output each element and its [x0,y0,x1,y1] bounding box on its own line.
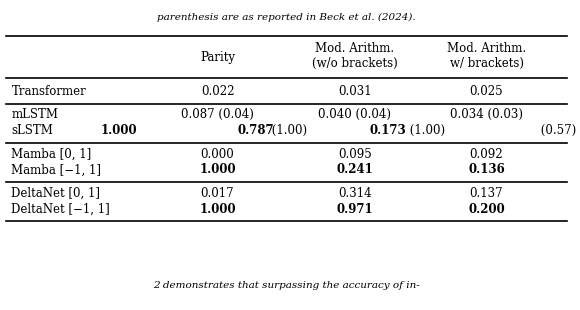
Text: w/ brackets): w/ brackets) [450,57,524,70]
Text: (1.00): (1.00) [269,124,307,137]
Text: 0.040 (0.04): 0.040 (0.04) [318,108,392,121]
Text: Mamba [0, 1]: Mamba [0, 1] [12,148,92,161]
Text: sLSTM: sLSTM [12,124,53,137]
Text: 1.000: 1.000 [199,163,236,176]
Text: 0.137: 0.137 [470,187,503,200]
Text: mLSTM: mLSTM [12,108,59,121]
Text: (0.57): (0.57) [538,124,577,137]
Text: parenthesis are as reported in Beck et al. (2024).: parenthesis are as reported in Beck et a… [157,12,415,22]
Text: 0.200: 0.200 [468,203,505,216]
Text: 0.971: 0.971 [336,203,373,216]
Text: 0.034 (0.03): 0.034 (0.03) [450,108,523,121]
Text: 0.022: 0.022 [201,85,234,98]
Text: DeltaNet [0, 1]: DeltaNet [0, 1] [12,187,100,200]
Text: 2 demonstrates that surpassing the accuracy of in-: 2 demonstrates that surpassing the accur… [153,281,419,290]
Text: (1.00): (1.00) [406,124,445,137]
Text: 0.173: 0.173 [369,124,406,137]
Text: Mamba [−1, 1]: Mamba [−1, 1] [12,163,102,176]
Text: 0.087 (0.04): 0.087 (0.04) [181,108,254,121]
Text: 1.000: 1.000 [100,124,137,137]
Text: DeltaNet [−1, 1]: DeltaNet [−1, 1] [12,203,110,216]
Text: Mod. Arithm.: Mod. Arithm. [316,42,394,55]
Text: 0.025: 0.025 [470,85,503,98]
Text: Transformer: Transformer [12,85,86,98]
Text: 0.092: 0.092 [470,148,503,161]
Text: 0.787: 0.787 [238,124,274,137]
Text: 0.241: 0.241 [336,163,374,176]
Text: 0.017: 0.017 [201,187,234,200]
Text: 0.000: 0.000 [201,148,234,161]
Text: 0.031: 0.031 [338,85,372,98]
Text: (w/o brackets): (w/o brackets) [312,57,398,70]
Text: 0.095: 0.095 [338,148,372,161]
Text: Parity: Parity [200,51,235,64]
Text: 0.136: 0.136 [468,163,505,176]
Text: Mod. Arithm.: Mod. Arithm. [447,42,526,55]
Text: 1.000: 1.000 [199,203,236,216]
Text: 0.314: 0.314 [338,187,372,200]
